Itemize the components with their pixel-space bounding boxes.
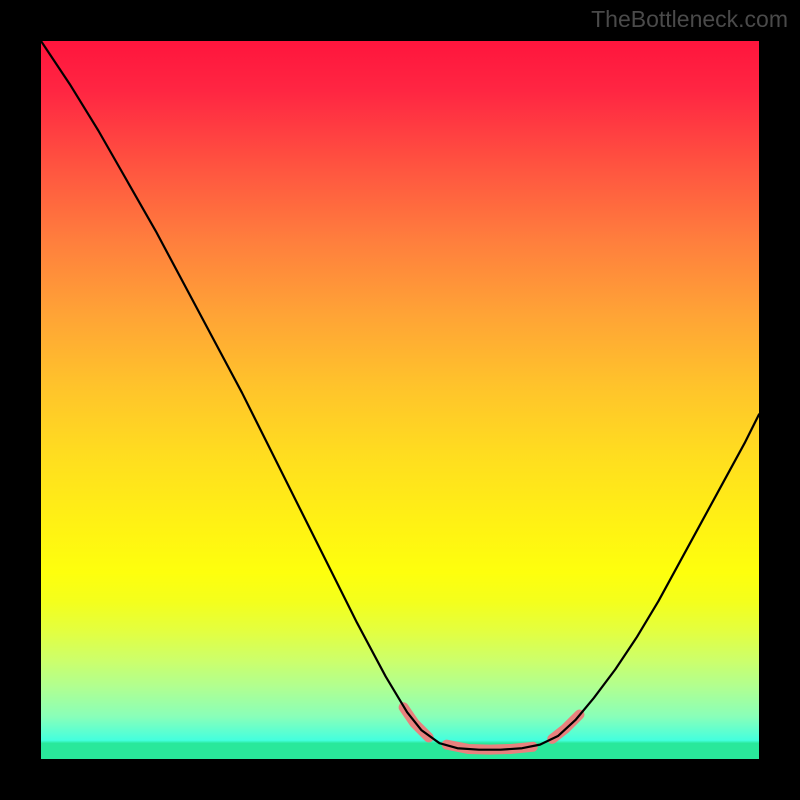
watermark: TheBottleneck.com — [591, 6, 788, 33]
highlight-marker-group — [404, 707, 580, 749]
bottleneck-curve — [41, 41, 759, 750]
chart-svg-layer — [41, 41, 759, 759]
highlight-segment — [552, 714, 579, 738]
chart-plot-area — [41, 41, 759, 759]
